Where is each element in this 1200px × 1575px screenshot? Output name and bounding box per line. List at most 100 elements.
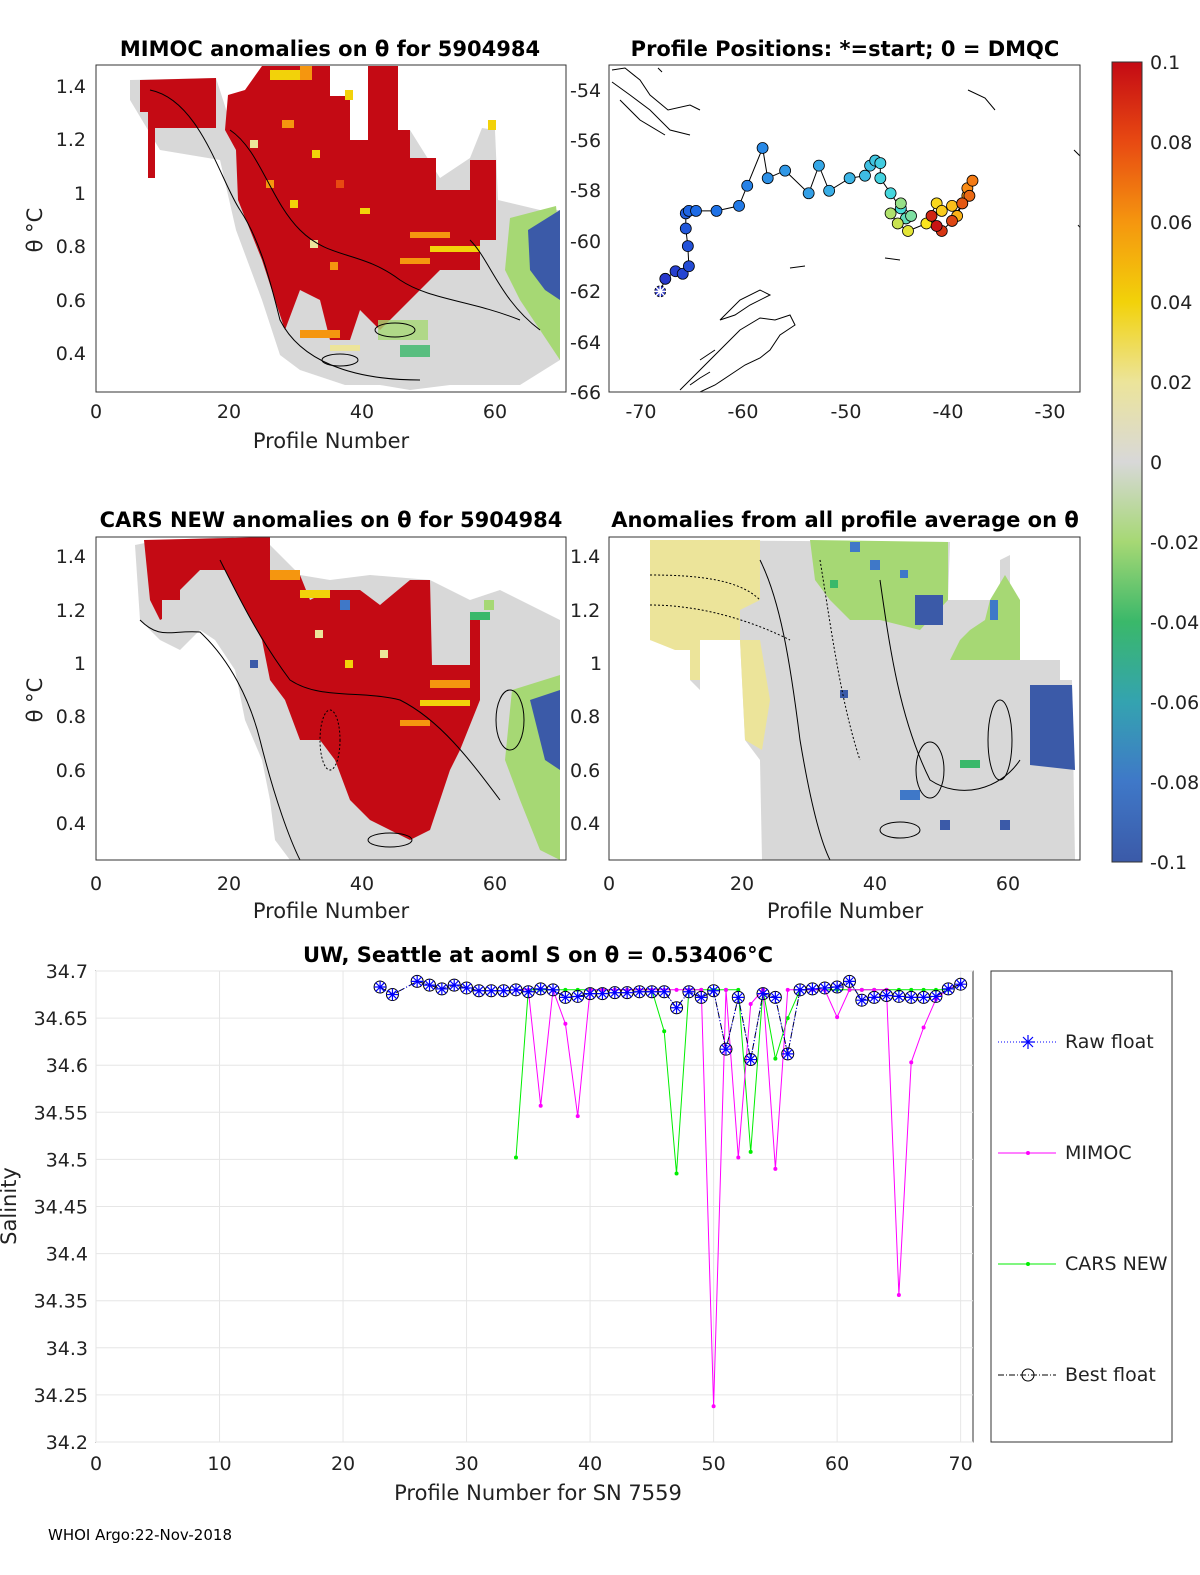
ytick-label: 34.35 [34,1291,88,1313]
profile-position-marker [761,172,774,185]
ytick-label: 1.2 [570,600,600,622]
legend-entry-cars-new: CARS NEW [998,1253,1168,1275]
point-raw-float [929,990,942,1003]
xtick-label: -50 [830,401,861,423]
ytick-label: 34.6 [46,1055,88,1077]
profile-position-marker [859,169,871,182]
profile-position-marker [925,210,938,222]
colorbar-gradient [1111,61,1143,863]
point-mimoc [921,1025,926,1030]
cars-ylabel: θ °C [23,678,47,723]
profile-position-marker [946,199,958,212]
ytick-label: 1.4 [56,546,86,568]
point-mimoc [674,987,679,992]
point-raw-float [423,979,436,992]
xtick-label: 60 [483,873,507,895]
point-raw-float [596,987,609,1000]
colorbar-tick: 0.08 [1150,132,1192,154]
ytick-label: 34.45 [34,1197,88,1219]
point-raw-float [435,982,448,995]
legend-entry-best-float: Best float [998,1364,1156,1386]
point-raw-float [682,985,695,998]
xtick-label: 70 [949,1453,973,1475]
point-raw-float [917,991,930,1004]
point-raw-float [905,991,918,1004]
ytick-label: 34.4 [46,1244,88,1266]
salinity-legend: Raw float MIMOC CARS NEW Best float [990,970,1173,1443]
profile-position-marker [935,204,948,217]
point-mimoc [723,987,728,992]
point-mimoc [538,1103,543,1108]
point-cars-new [748,1149,753,1154]
mimoc-ylabel: θ °C [23,208,47,253]
point-raw-float [460,981,473,994]
ytick-label: 1 [74,183,86,205]
ytick-label: 34.65 [34,1008,88,1030]
profile-position-marker [930,220,943,232]
point-mimoc [699,987,704,992]
point-raw-float [658,985,671,998]
point-cars-new [662,1029,667,1034]
profile-position-marker [679,222,692,235]
ytick-label: 0.6 [56,290,86,312]
xtick-label: 30 [454,1453,478,1475]
cars-xlabel: Profile Number [253,899,410,923]
xtick-label: -30 [1034,401,1065,423]
point-cars-new [785,1016,790,1021]
ytick-label: 0.6 [56,760,86,782]
point-raw-float [670,1001,683,1014]
ytick-label: 34.25 [34,1385,88,1407]
point-raw-float [633,985,646,998]
point-raw-float [707,984,720,997]
avg-xlabel: Profile Number [767,899,924,923]
avg-axes-frame [608,536,1081,861]
avg-title: Anomalies from all profile average on θ [611,508,1079,532]
ytick-label: -66 [570,382,601,404]
colorbar-tick: 0.04 [1150,292,1192,314]
ytick-label: 34.7 [46,961,88,983]
point-mimoc [859,987,864,992]
point-raw-float [374,981,387,994]
ytick-label: 1 [590,653,602,675]
colorbar-tick: -0.06 [1150,692,1199,714]
profile-position-marker [843,172,856,185]
salinity-xticks: 0 10 20 30 40 50 60 70 [90,1453,973,1475]
ytick-label: 1.4 [570,546,600,568]
profile-position-marker [946,215,958,227]
mimoc-yticks: 1.4 1.2 1 0.8 0.6 0.4 [56,76,86,365]
profile-position-marker [823,184,836,197]
point-cars-new [513,1155,518,1160]
coastlines [611,67,1080,392]
salinity-title: UW, Seattle at aoml S on θ = 0.53406°C [303,943,773,967]
point-raw-float [744,1053,757,1066]
point-mimoc [909,1060,914,1065]
xtick-label: 0 [90,1453,102,1475]
profile-position-marker [710,204,723,217]
point-raw-float [818,981,831,994]
colorbar-tick: 0 [1150,452,1162,474]
ytick-label: 34.2 [46,1432,88,1454]
profile-position-marker [874,157,887,170]
ytick-label: 0.4 [570,813,600,835]
point-raw-float [621,986,634,999]
colorbar-tick: -0.1 [1150,852,1187,874]
xtick-label: 40 [350,873,374,895]
xtick-label: 20 [730,873,754,895]
ytick-label: 1.4 [56,76,86,98]
colorbar-tick: -0.08 [1150,772,1199,794]
point-raw-float [719,1043,732,1056]
profile-position-marker [741,179,754,192]
point-raw-float [472,984,485,997]
legend-entry-raw-float: Raw float [998,1031,1154,1053]
colorbar-tick: -0.04 [1150,612,1199,634]
point-mimoc [575,1114,580,1119]
colorbar-tick: 0.1 [1150,52,1180,74]
cars-speckle [250,570,494,726]
salinity-panel: UW, Seattle at aoml S on θ = 0.53406°C 3… [0,943,1173,1505]
ytick-label: 1.2 [56,129,86,151]
xtick-label: 20 [217,401,241,423]
point-raw-float [497,984,510,997]
avg-heatmap [649,540,1075,860]
ytick-label: 1.2 [56,600,86,622]
cars-axes-frame [95,536,567,861]
